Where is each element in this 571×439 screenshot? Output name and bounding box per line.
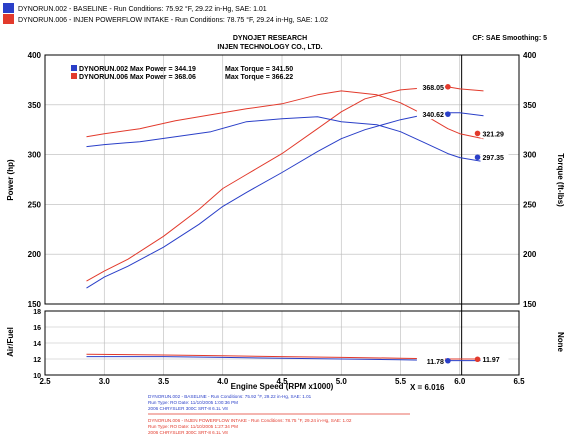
legend-run1-swatch — [71, 65, 77, 71]
y-tick-label-left: 150 — [28, 300, 42, 309]
y-tick-label-right: 200 — [523, 250, 537, 259]
footer-run1-line1: DYNORUN.002 - BASELINE - Run Conditions:… — [148, 394, 312, 399]
x-tick-label: 2.5 — [39, 377, 51, 386]
series-layer — [86, 86, 484, 362]
y-tick-label-right: 300 — [523, 151, 537, 160]
afr-plot-frame — [44, 310, 520, 376]
footer-run1-line2: Run Type: RO Date: 11/10/2005 1:00:36 PM — [148, 400, 238, 405]
run2-header-label: DYNORUN.006 - INJEN POWERFLOW INTAKE - R… — [18, 16, 328, 24]
run2-swatch — [3, 14, 14, 24]
value-label-bg — [416, 355, 445, 366]
chart-title-line1: DYNOJET RESEARCH — [233, 35, 307, 42]
y-axis-right-title: Torque (ft-lbs) — [556, 153, 565, 207]
value-label-bg — [480, 354, 509, 365]
cursor-label: X = 6.016 — [410, 383, 445, 392]
x-tick-label: 4.5 — [276, 377, 288, 386]
footer-run2-line2: Run Type: RO Date: 11/10/2005 1:27:34 PM — [148, 424, 238, 429]
legend-run2-swatch — [71, 73, 77, 79]
y-tick-label-left: 350 — [28, 101, 42, 110]
value-label: 340.62 — [422, 112, 444, 119]
value-label-bg — [416, 109, 445, 120]
settings-label: CF: SAE Smoothing: 5 — [472, 35, 547, 42]
value-marker-dot — [474, 154, 481, 161]
x-tick-label: 3.0 — [99, 377, 111, 386]
afr-axis-right-title: None — [556, 332, 565, 353]
value-label: 368.05 — [422, 85, 444, 92]
y-tick-label-left: 250 — [28, 200, 42, 209]
afr-tick-label: 18 — [33, 309, 41, 316]
footer-run2-line1: DYNORUN.006 - INJEN POWERFLOW INTAKE - R… — [148, 418, 352, 423]
dynorun-002-power-line — [86, 112, 484, 289]
legend-run2-torque: Max Torque = 366.22 — [225, 74, 293, 81]
x-axis-title: Engine Speed (RPM x1000) — [231, 382, 334, 391]
value-marker-dot — [474, 356, 481, 363]
x-tick-label: 6.0 — [454, 377, 466, 386]
afr-tick-label: 12 — [33, 357, 41, 364]
legend-run1-torque: Max Torque = 341.50 — [225, 66, 293, 73]
y-tick-label-right: 350 — [523, 101, 537, 110]
y-tick-label-right: 400 — [523, 51, 537, 60]
chart-title-line2: INJEN TECHNOLOGY CO., LTD. — [217, 44, 322, 51]
afr-tick-label: 10 — [33, 373, 41, 380]
y-tick-label-left: 200 — [28, 250, 42, 259]
value-label-bg — [416, 81, 445, 92]
run1-header-label: DYNORUN.002 - BASELINE - Run Conditions:… — [18, 5, 267, 13]
value-label: 321.29 — [483, 131, 505, 138]
afr-tick-label: 16 — [33, 325, 41, 332]
value-marker-dot — [445, 111, 451, 117]
value-marker-dot — [445, 357, 451, 364]
y-axis-left-title: Power (hp) — [6, 159, 15, 201]
value-marker-dot — [445, 84, 451, 90]
legend-run1-power: DYNORUN.002 Max Power = 344.19 — [79, 66, 196, 73]
value-markers: 368.05 340.62 321.29 297.35 11.78 11.97 — [416, 81, 509, 366]
x-tick-label: 5.5 — [395, 377, 407, 386]
value-label: 297.35 — [483, 155, 505, 162]
afr-tick-label: 14 — [33, 341, 41, 348]
value-label: 11.97 — [483, 357, 500, 364]
legend-run2-power: DYNORUN.006 Max Power = 368.06 — [79, 74, 196, 81]
value-label: 11.78 — [427, 359, 444, 366]
x-tick-label: 3.5 — [158, 377, 170, 386]
y-tick-label-right: 250 — [523, 200, 537, 209]
value-label-bg — [480, 152, 509, 163]
x-tick-label: 6.5 — [513, 377, 525, 386]
x-tick-label: 4.0 — [217, 377, 229, 386]
y-tick-label-left: 300 — [28, 151, 42, 160]
value-label-bg — [480, 128, 509, 139]
dynorun-006-torque-line — [86, 90, 484, 140]
run1-swatch — [3, 3, 14, 13]
x-tick-label: 5.0 — [336, 377, 348, 386]
footer-run2-line3: 2006 CHRYSLER 300C SRT-8 6.1L V8 — [148, 430, 228, 435]
dynorun-002-torque-line — [86, 116, 484, 163]
afr-grid — [44, 310, 520, 376]
tick-labels: 2.5 3.0 3.5 4.0 4.5 5.0 5.5 6.0 6.5 150 150 200 200 2… — [28, 51, 537, 386]
main-plot-frame — [44, 54, 520, 305]
main-grid — [44, 54, 520, 305]
footer-run1-line3: 2006 CHRYSLER 300C SRT-8 6.1L V8 — [148, 406, 228, 411]
y-tick-label-left: 400 — [28, 51, 42, 60]
afr-axis-left-title: Air/Fuel — [6, 327, 15, 357]
y-tick-label-right: 150 — [523, 300, 537, 309]
value-marker-dot — [474, 130, 481, 137]
